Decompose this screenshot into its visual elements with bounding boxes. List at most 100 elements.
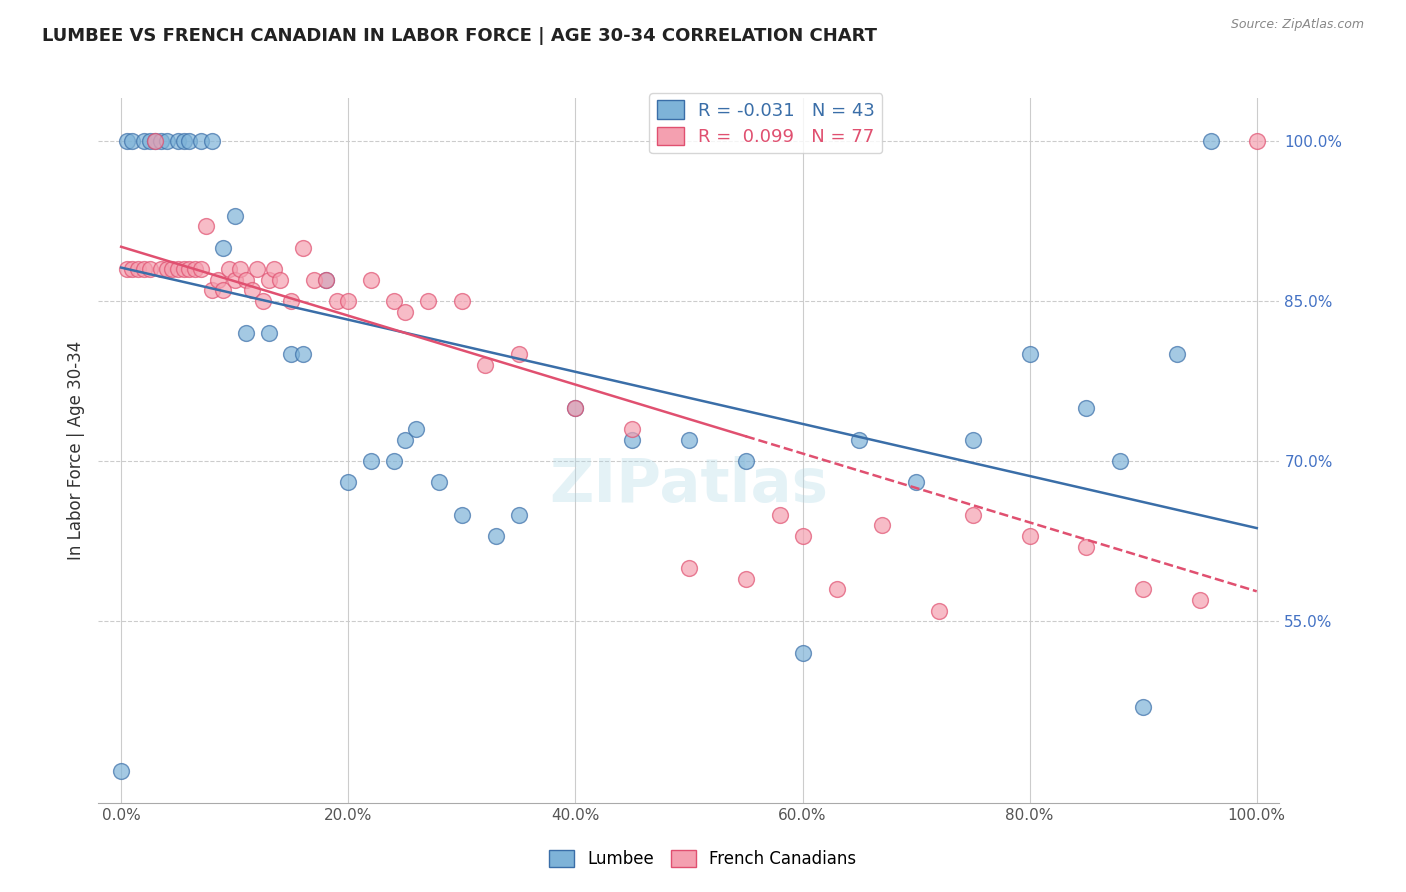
Point <box>132 262 155 277</box>
Point <box>962 508 984 522</box>
Point <box>1076 540 1098 554</box>
Point <box>184 262 207 277</box>
Point <box>315 272 337 286</box>
Point <box>678 433 700 447</box>
Point <box>792 529 814 543</box>
Point <box>394 304 416 318</box>
Point <box>155 262 177 277</box>
Point <box>1076 401 1098 415</box>
Point <box>1132 699 1154 714</box>
Text: LUMBEE VS FRENCH CANADIAN IN LABOR FORCE | AGE 30-34 CORRELATION CHART: LUMBEE VS FRENCH CANADIAN IN LABOR FORCE… <box>42 27 877 45</box>
Point <box>280 347 302 361</box>
Point <box>564 401 586 415</box>
Point <box>769 508 792 522</box>
Point <box>246 262 269 277</box>
Point <box>291 347 314 361</box>
Point <box>621 422 644 436</box>
Point <box>263 262 285 277</box>
Point <box>1188 593 1211 607</box>
Point <box>235 326 257 340</box>
Point <box>269 272 291 286</box>
Point <box>485 529 508 543</box>
Legend: R = -0.031   N = 43, R =  0.099   N = 77: R = -0.031 N = 43, R = 0.099 N = 77 <box>650 93 882 153</box>
Point <box>240 283 263 297</box>
Point <box>138 134 160 148</box>
Point <box>167 134 190 148</box>
Point <box>905 475 928 490</box>
Point <box>1246 134 1268 148</box>
Point <box>280 293 302 308</box>
Point <box>115 262 138 277</box>
Point <box>508 508 530 522</box>
Point <box>127 262 149 277</box>
Point <box>229 262 252 277</box>
Point <box>870 518 893 533</box>
Point <box>110 764 132 778</box>
Point <box>207 272 229 286</box>
Point <box>1018 347 1040 361</box>
Point <box>1166 347 1188 361</box>
Point <box>143 134 166 148</box>
Point <box>162 262 183 277</box>
Point <box>132 134 155 148</box>
Point <box>1201 134 1223 148</box>
Point <box>155 134 177 148</box>
Point <box>825 582 848 597</box>
Point <box>121 262 143 277</box>
Point <box>252 293 274 308</box>
Point <box>257 326 280 340</box>
Point <box>382 293 405 308</box>
Point <box>173 134 195 148</box>
Point <box>212 241 235 255</box>
Point <box>416 293 439 308</box>
Point <box>1132 582 1154 597</box>
Legend: Lumbee, French Canadians: Lumbee, French Canadians <box>543 843 863 875</box>
Point <box>173 262 195 277</box>
Point <box>405 422 427 436</box>
Point <box>257 272 280 286</box>
Point <box>734 572 756 586</box>
Point <box>337 475 360 490</box>
Point <box>474 358 496 372</box>
Point <box>848 433 870 447</box>
Point <box>224 209 246 223</box>
Text: Source: ZipAtlas.com: Source: ZipAtlas.com <box>1230 18 1364 31</box>
Text: ZIPatlas: ZIPatlas <box>550 456 828 516</box>
Point <box>792 646 814 660</box>
Point <box>302 272 325 286</box>
Point <box>212 283 235 297</box>
Point <box>450 508 472 522</box>
Point <box>962 433 984 447</box>
Point <box>201 283 224 297</box>
Point <box>138 262 160 277</box>
Y-axis label: In Labor Force | Age 30-34: In Labor Force | Age 30-34 <box>66 341 84 560</box>
Point <box>115 134 138 148</box>
Point <box>149 134 172 148</box>
Point <box>564 401 586 415</box>
Point <box>235 272 257 286</box>
Point <box>928 604 950 618</box>
Point <box>678 561 700 575</box>
Point <box>1109 454 1132 468</box>
Point <box>190 134 212 148</box>
Point <box>394 433 416 447</box>
Point <box>360 272 382 286</box>
Point <box>291 241 314 255</box>
Point <box>167 262 190 277</box>
Point <box>179 134 201 148</box>
Point <box>190 262 212 277</box>
Point <box>218 262 240 277</box>
Point <box>149 262 172 277</box>
Point <box>427 475 450 490</box>
Point <box>508 347 530 361</box>
Point <box>315 272 337 286</box>
Point <box>337 293 360 308</box>
Point <box>179 262 201 277</box>
Point <box>1018 529 1040 543</box>
Point <box>382 454 405 468</box>
Point <box>195 219 218 234</box>
Point <box>734 454 756 468</box>
Point <box>450 293 472 308</box>
Point <box>143 134 166 148</box>
Point <box>201 134 224 148</box>
